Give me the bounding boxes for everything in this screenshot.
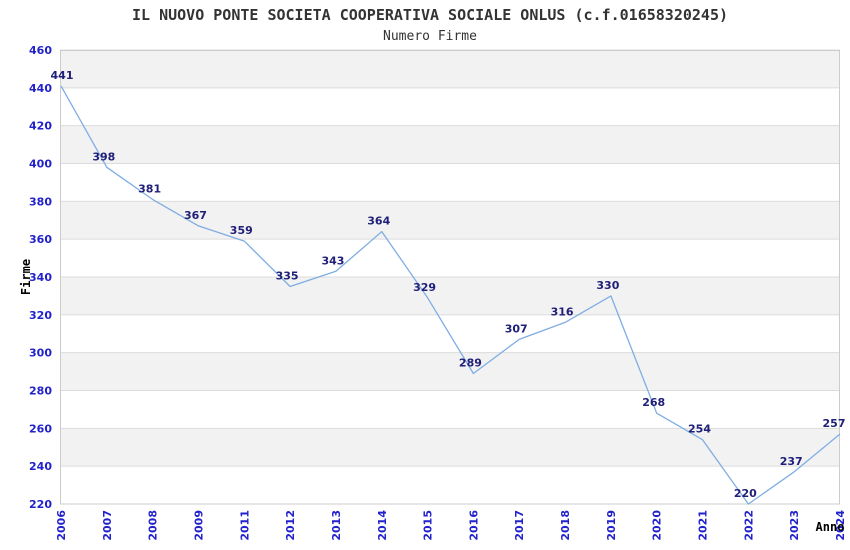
x-tick-label: 2022 [742, 510, 755, 541]
y-tick-label: 280 [29, 385, 52, 398]
x-tick-label: 2019 [605, 510, 618, 541]
y-axis-tick-labels: 220 240 260 280 300 320 340 360 380 400 420 440 460 [29, 44, 52, 511]
value-label: 381 [138, 182, 161, 195]
plot-band [60, 201, 840, 240]
value-label: 237 [780, 455, 803, 468]
y-tick-label: 300 [29, 347, 52, 360]
x-axis-tick-labels: 2006 2007 2008 2009 2011 2012 2013 2014 2015 2016… [55, 510, 847, 541]
plot-band [60, 125, 840, 164]
x-tick-label: 2024 [834, 510, 847, 541]
value-label: 359 [230, 224, 253, 237]
x-tick-label: 2006 [55, 510, 68, 541]
value-label: 367 [184, 209, 207, 222]
chart-subtitle: Numero Firme [383, 29, 477, 44]
x-tick-label: 2017 [513, 510, 526, 541]
value-label: 398 [92, 150, 115, 163]
y-tick-label: 420 [29, 120, 52, 133]
value-label: 335 [276, 269, 299, 282]
x-axis-title: Anno [816, 520, 845, 534]
y-tick-label: 360 [29, 233, 52, 246]
x-tick-label: 2014 [376, 510, 389, 541]
plot-band [60, 50, 840, 88]
y-tick-label: 240 [29, 460, 52, 473]
value-label: 330 [596, 279, 619, 292]
plot-band [60, 428, 840, 467]
plot-band [60, 277, 840, 315]
y-axis-title: Firme [19, 259, 33, 295]
y-tick-label: 320 [29, 309, 52, 322]
y-tick-label: 220 [29, 498, 52, 511]
y-tick-label: 440 [29, 82, 52, 95]
y-tick-label: 340 [29, 271, 52, 284]
value-label: 268 [642, 396, 665, 409]
value-label: 307 [505, 322, 528, 335]
value-label: 441 [51, 69, 74, 82]
value-label: 316 [551, 305, 574, 318]
y-tick-label: 400 [29, 158, 52, 171]
value-label: 329 [413, 281, 436, 294]
series-line-group [60, 85, 841, 505]
x-tick-label: 2018 [559, 510, 572, 541]
x-tick-label: 2013 [330, 510, 343, 541]
x-tick-label: 2007 [101, 510, 114, 541]
x-tick-label: 2023 [788, 510, 801, 541]
plot-band [60, 352, 840, 391]
value-label: 289 [459, 356, 482, 369]
value-label: 257 [823, 417, 846, 430]
y-tick-label: 460 [29, 44, 52, 57]
x-tick-label: 2016 [467, 510, 480, 541]
value-label: 343 [321, 254, 344, 267]
value-label: 254 [688, 423, 711, 436]
value-label: 364 [367, 215, 390, 228]
x-tick-label: 2021 [697, 510, 710, 541]
x-tick-label: 2015 [422, 510, 435, 541]
data-value-labels: 441 398 381 367 359 335 343 364 329 289 307 316 330 2… [51, 69, 846, 500]
y-tick-label: 380 [29, 195, 52, 208]
x-tick-label: 2009 [192, 510, 205, 541]
series-line [60, 85, 841, 505]
x-tick-label: 2020 [651, 510, 664, 541]
x-tick-label: 2011 [238, 510, 251, 541]
value-label: 220 [734, 487, 757, 500]
y-tick-label: 260 [29, 422, 52, 435]
plot-bands [60, 50, 840, 467]
x-tick-label: 2012 [284, 510, 297, 541]
plot-border [60, 50, 840, 505]
x-tick-label: 2008 [147, 510, 160, 541]
chart-title: IL NUOVO PONTE SOCIETA COOPERATIVA SOCIA… [132, 6, 728, 24]
